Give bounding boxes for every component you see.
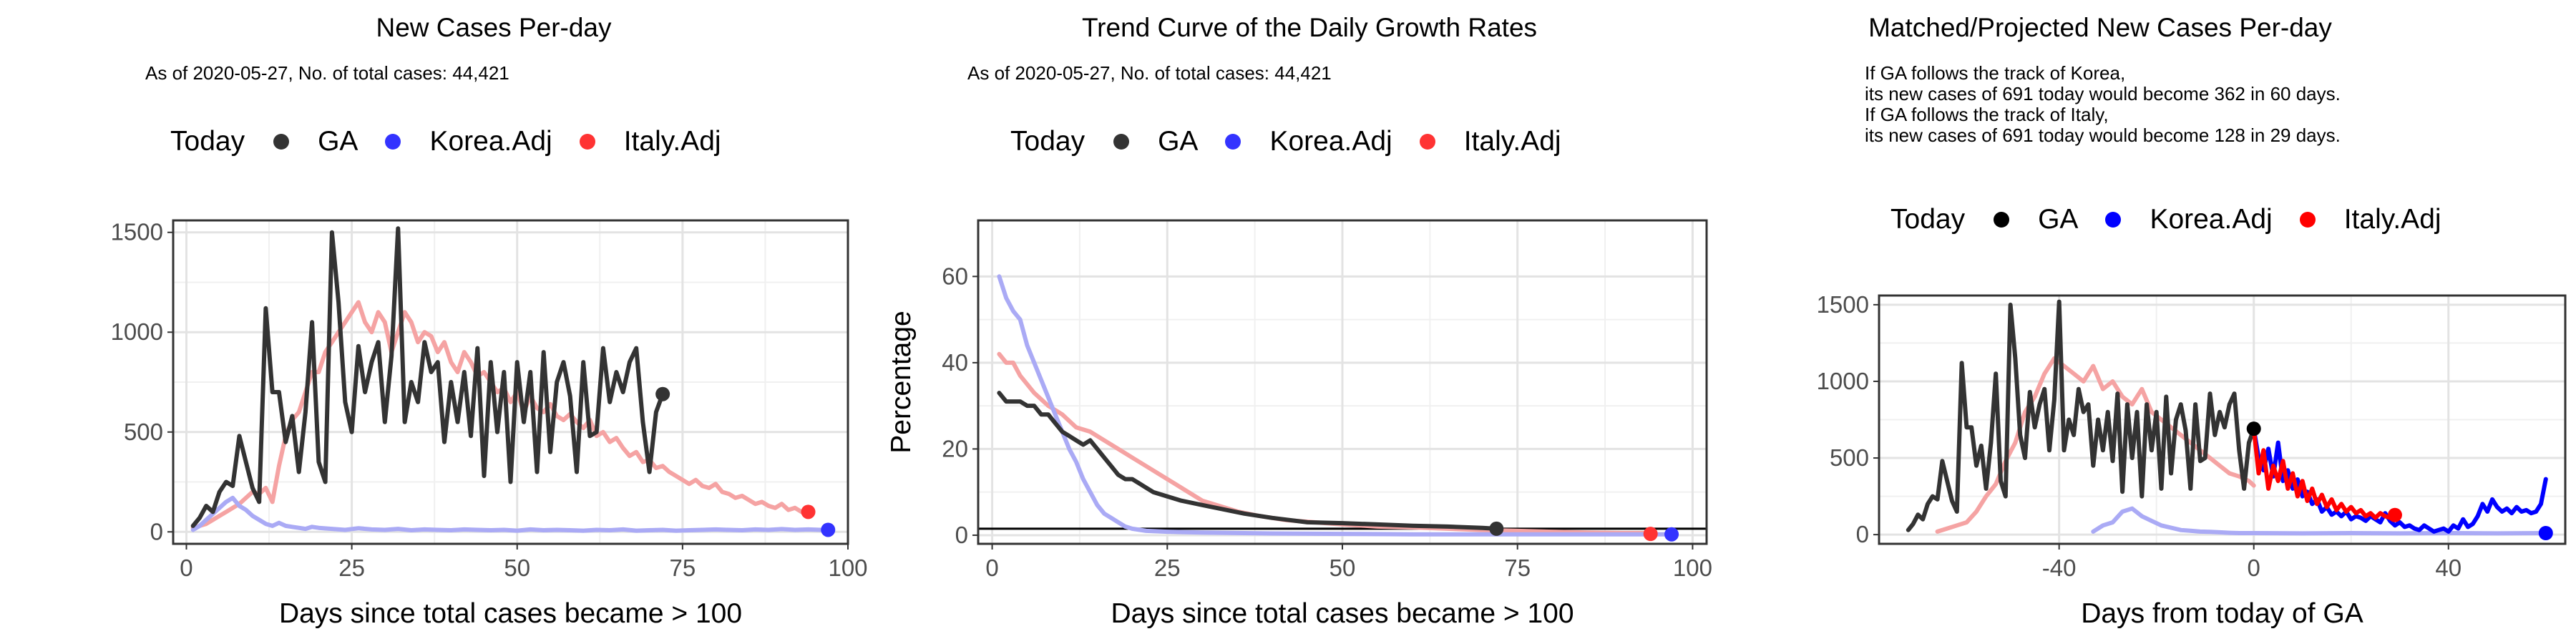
legend-label: Korea.Adj bbox=[2150, 204, 2273, 235]
chart-title: Trend Curve of the Daily Growth Rates bbox=[1081, 13, 1538, 42]
y-tick-label: 40 bbox=[942, 349, 968, 376]
legend-dot-icon bbox=[2299, 212, 2316, 228]
y-tick-label: 1500 bbox=[1817, 291, 1869, 318]
y-tick-label: 1000 bbox=[111, 318, 163, 345]
y-tick-label: 20 bbox=[942, 435, 968, 462]
x-tick-label: 0 bbox=[2248, 555, 2260, 581]
chart-subtitle: If GA follows the track of Korea, its ne… bbox=[1865, 62, 2341, 146]
x-tick-label: 25 bbox=[1154, 555, 1181, 581]
chart-legend: Today GA Korea.Adj Italy.Adj bbox=[1890, 204, 2469, 235]
legend-dot-icon bbox=[1113, 134, 1130, 150]
legend-item-ga: GA bbox=[1994, 204, 2078, 235]
chart-subtitle: As of 2020-05-27, No. of total cases: 44… bbox=[967, 62, 1332, 84]
chart-panel-growth-rates: Trend Curve of the Daily Growth Rates As… bbox=[859, 0, 1717, 644]
legend-dot-icon bbox=[1225, 134, 1241, 150]
legend-label: GA bbox=[318, 126, 358, 157]
y-tick-label: 1500 bbox=[111, 219, 163, 245]
series-line-korea-adj-matched-past- bbox=[2091, 506, 2548, 536]
legend-item-italy: Italy.Adj bbox=[579, 126, 721, 157]
x-axis-title: Days since total cases became > 100 bbox=[279, 598, 742, 629]
x-tick-label: 75 bbox=[1504, 555, 1531, 581]
plot-border bbox=[977, 219, 1708, 545]
legend-dot-icon bbox=[385, 134, 401, 150]
chart-plot: -40 0 40 0 500 1000 1500 Days from today of GA bbox=[1817, 291, 2567, 629]
x-tick-label: 50 bbox=[504, 555, 530, 581]
y-axis-title: Percentage bbox=[886, 311, 917, 453]
chart-plot: 0 25 50 75 100 0 20 40 60 Days since total cases … bbox=[886, 219, 1712, 629]
today-point-italy-adj bbox=[2387, 507, 2402, 522]
legend-label: Italy.Adj bbox=[1463, 126, 1561, 157]
chart-title: Matched/Projected New Cases Per-day bbox=[1868, 13, 2332, 42]
series-line-korea-adj bbox=[2251, 426, 2548, 534]
series-line-ga bbox=[190, 226, 665, 528]
legend-label: GA bbox=[1158, 126, 1199, 157]
today-point-korea-adj bbox=[2538, 526, 2553, 541]
legend-item-ga: GA bbox=[273, 126, 358, 157]
legend-title: Today bbox=[170, 126, 245, 157]
legend-label: Korea.Adj bbox=[1269, 126, 1392, 157]
chart-subtitle: As of 2020-05-27, No. of total cases: 44… bbox=[145, 62, 509, 84]
y-tick-label: 60 bbox=[942, 263, 968, 289]
legend-dot-icon bbox=[2105, 212, 2122, 228]
x-tick-label: -40 bbox=[2042, 555, 2077, 581]
x-tick-label: 50 bbox=[1330, 555, 1356, 581]
y-tick-label: 1000 bbox=[1817, 368, 1869, 394]
today-point-korea-adj bbox=[1664, 527, 1679, 542]
legend-item-italy: Italy.Adj bbox=[2299, 204, 2441, 235]
x-tick-label: 0 bbox=[180, 555, 192, 581]
today-point-ga bbox=[655, 386, 670, 401]
x-tick-label: 25 bbox=[338, 555, 365, 581]
x-tick-label: 100 bbox=[1673, 555, 1712, 581]
legend-title: Today bbox=[1010, 126, 1085, 157]
legend-label: Italy.Adj bbox=[2343, 204, 2441, 235]
series-line-ga bbox=[997, 391, 1499, 531]
today-point-ga bbox=[2246, 421, 2261, 436]
legend-title: Today bbox=[1890, 204, 1966, 235]
legend-dot-icon bbox=[273, 134, 290, 150]
series-line-ga bbox=[1906, 299, 2256, 532]
legend-dot-icon bbox=[1419, 134, 1435, 150]
y-tick-label: 0 bbox=[150, 518, 163, 545]
y-tick-label: 0 bbox=[1856, 521, 1869, 547]
x-tick-label: 100 bbox=[828, 555, 867, 581]
chart-legend: Today GA Korea.Adj Italy.Adj bbox=[1010, 126, 1589, 157]
chart-legend: Today GA Korea.Adj Italy.Adj bbox=[170, 126, 748, 157]
legend-item-italy: Italy.Adj bbox=[1419, 126, 1561, 157]
today-point-italy-adj bbox=[801, 504, 816, 519]
legend-item-korea: Korea.Adj bbox=[1225, 126, 1392, 157]
legend-item-korea: Korea.Adj bbox=[385, 126, 552, 157]
plot-border bbox=[172, 219, 849, 545]
chart-panel-new-cases: New Cases Per-day As of 2020-05-27, No. … bbox=[0, 0, 868, 644]
legend-dot-icon bbox=[579, 134, 595, 150]
today-point-ga bbox=[1489, 521, 1504, 536]
y-tick-label: 0 bbox=[955, 522, 968, 548]
chart-title: New Cases Per-day bbox=[376, 13, 612, 42]
y-tick-label: 500 bbox=[1830, 444, 1869, 471]
plot-border bbox=[1878, 294, 2567, 545]
legend-label: GA bbox=[2038, 204, 2079, 235]
legend-label: Italy.Adj bbox=[623, 126, 721, 157]
y-tick-label: 500 bbox=[124, 419, 163, 445]
series-line-korea-adj bbox=[997, 274, 1674, 537]
x-tick-label: 75 bbox=[670, 555, 696, 581]
legend-item-ga: GA bbox=[1113, 126, 1198, 157]
series-line-korea-adj bbox=[190, 495, 831, 533]
today-point-korea-adj bbox=[821, 522, 836, 537]
legend-label: Korea.Adj bbox=[429, 126, 552, 157]
chart-panel-projected: Matched/Projected New Cases Per-day If G… bbox=[1717, 0, 2576, 644]
today-point-italy-adj bbox=[1643, 527, 1658, 542]
x-axis-title: Days from today of GA bbox=[2081, 598, 2363, 629]
x-tick-label: 40 bbox=[2435, 555, 2462, 581]
x-tick-label: 0 bbox=[985, 555, 998, 581]
legend-dot-icon bbox=[1994, 212, 2010, 228]
legend-item-korea: Korea.Adj bbox=[2105, 204, 2273, 235]
x-axis-title: Days since total cases became > 100 bbox=[1111, 598, 1574, 629]
series-line-italy-adj bbox=[2251, 426, 2397, 520]
